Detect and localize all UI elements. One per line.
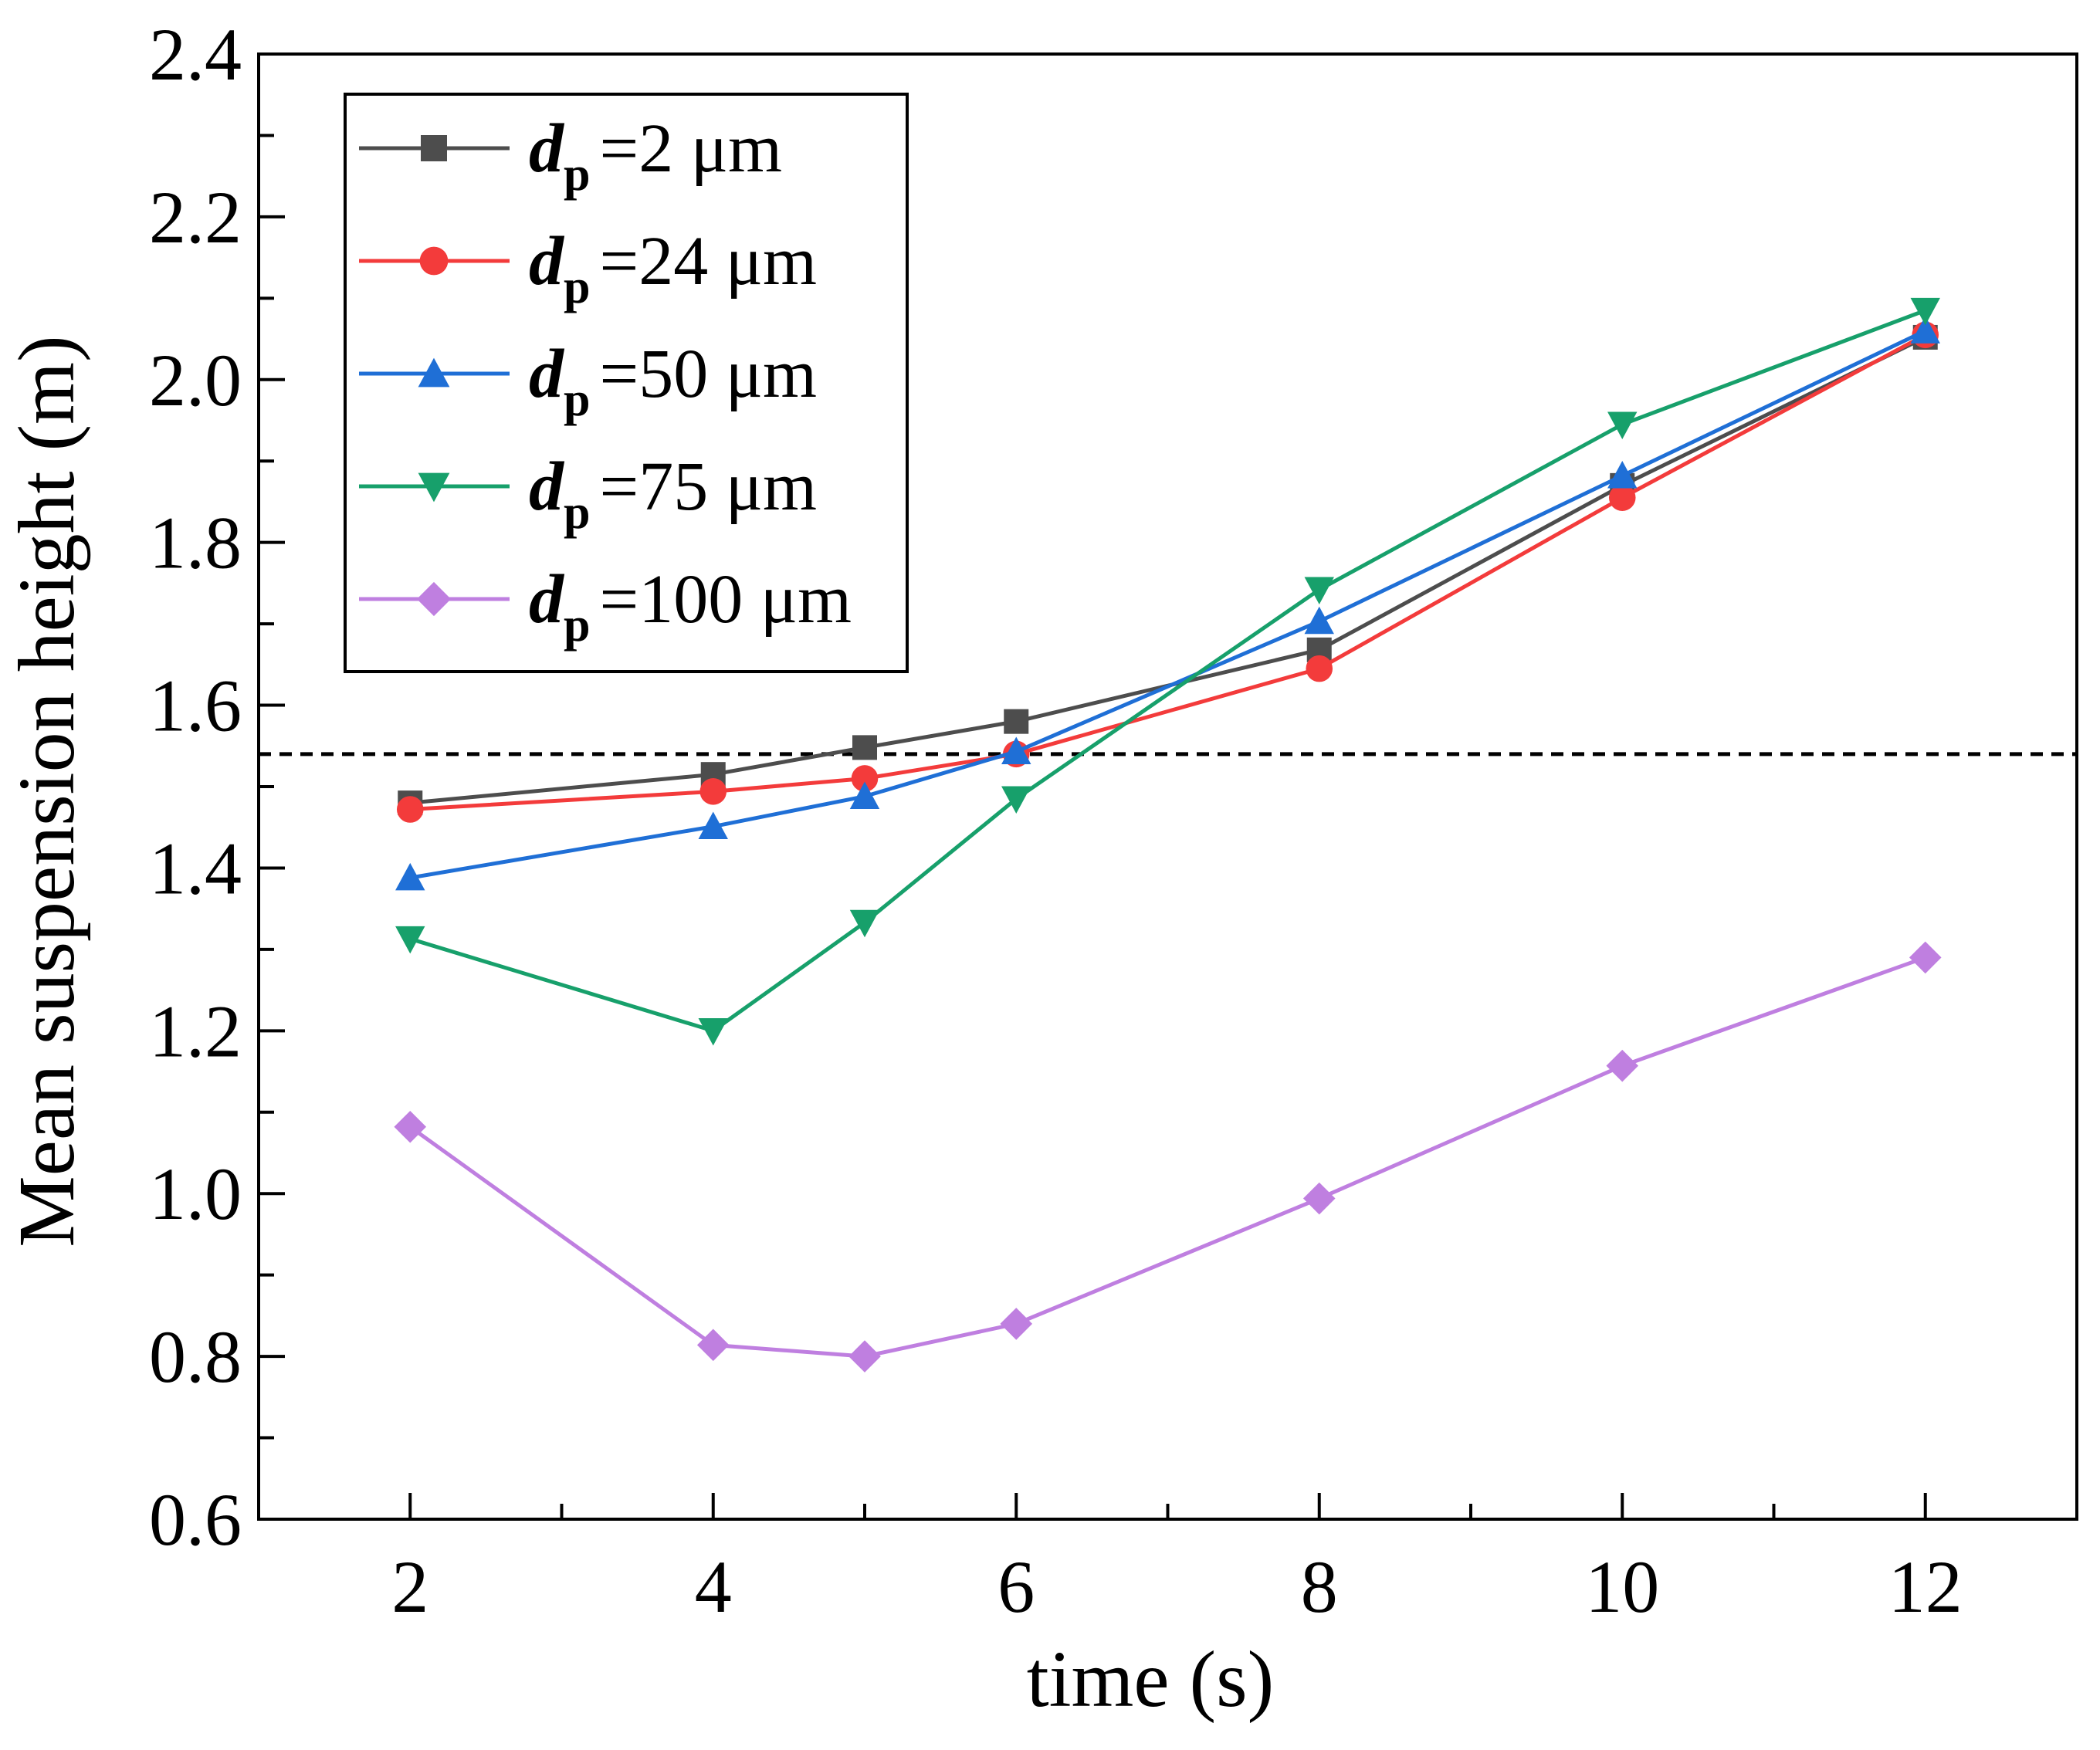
data-point xyxy=(1001,736,1031,764)
x-tick-label: 8 xyxy=(1301,1545,1338,1628)
data-point xyxy=(1607,411,1638,439)
y-tick-label: 1.8 xyxy=(149,502,242,584)
series-layer xyxy=(394,297,1942,1373)
x-tick-label: 2 xyxy=(391,1545,428,1628)
data-point xyxy=(1607,461,1638,489)
data-point xyxy=(698,1018,728,1046)
data-point xyxy=(851,765,879,792)
y-tick-label: 0.6 xyxy=(149,1478,242,1561)
data-point xyxy=(1304,577,1334,605)
data-point xyxy=(394,1110,427,1143)
y-tick-label: 2.0 xyxy=(149,339,242,421)
legend: dp =2 μm dp =24 μm dp =50 μm dp =75 μm dp =100 μm xyxy=(344,93,909,673)
y-tick-label: 1.6 xyxy=(149,665,242,747)
legend-label: dp =75 μm xyxy=(529,449,817,539)
y-tick-label: 1.0 xyxy=(149,1153,242,1235)
data-point xyxy=(1909,941,1942,974)
data-point xyxy=(395,862,425,891)
legend-label: dp =24 μm xyxy=(529,223,817,313)
data-point xyxy=(1910,316,1940,344)
data-point xyxy=(1000,1308,1033,1340)
data-point xyxy=(1004,709,1029,734)
legend-label: dp =2 μm xyxy=(529,110,782,201)
legend-marker xyxy=(418,357,450,388)
legend-marker xyxy=(419,246,449,276)
data-point xyxy=(852,735,877,760)
data-point xyxy=(1306,655,1333,682)
data-point xyxy=(848,1340,881,1373)
y-tick-label: 1.2 xyxy=(149,990,242,1072)
data-point xyxy=(849,781,880,809)
y-tick-label: 2.2 xyxy=(149,176,242,259)
data-point xyxy=(699,778,727,805)
data-point xyxy=(1910,297,1940,326)
y-axis-title: Mean suspension height (m) xyxy=(2,335,91,1247)
data-point xyxy=(698,811,728,839)
data-point xyxy=(1001,786,1031,814)
data-point xyxy=(395,926,425,954)
axes: 2 4 6 8 10 12 0.6 0.8 1.0 1.2 1.4 1.6 1.8 2.0 2.2 2.4 xyxy=(149,13,2078,1628)
legend-marker xyxy=(421,135,447,161)
series-4 xyxy=(394,941,1942,1373)
y-tick-label: 0.8 xyxy=(149,1315,242,1398)
legend-marker xyxy=(418,472,450,503)
y-tick-label: 2.4 xyxy=(149,13,242,96)
series-2 xyxy=(395,316,1940,891)
legend-label: dp =50 μm xyxy=(529,336,817,426)
y-tick-label: 1.4 xyxy=(149,827,242,909)
series-line xyxy=(408,956,1926,1359)
x-tick-label: 4 xyxy=(695,1545,732,1628)
data-point xyxy=(696,1329,730,1362)
x-tick-label: 6 xyxy=(998,1545,1035,1628)
series-3 xyxy=(395,297,1940,1046)
x-axis-title: time (s) xyxy=(1027,1635,1275,1724)
x-tick-label: 12 xyxy=(1888,1545,1963,1628)
data-point xyxy=(849,909,880,938)
data-point xyxy=(1606,1049,1639,1082)
data-point xyxy=(1302,1182,1336,1215)
legend-marker xyxy=(416,581,452,617)
data-point xyxy=(1304,606,1334,635)
x-tick-label: 10 xyxy=(1585,1545,1659,1628)
data-point xyxy=(1608,484,1636,511)
data-point xyxy=(396,796,424,823)
legend-label: dp =100 μm xyxy=(529,561,852,652)
